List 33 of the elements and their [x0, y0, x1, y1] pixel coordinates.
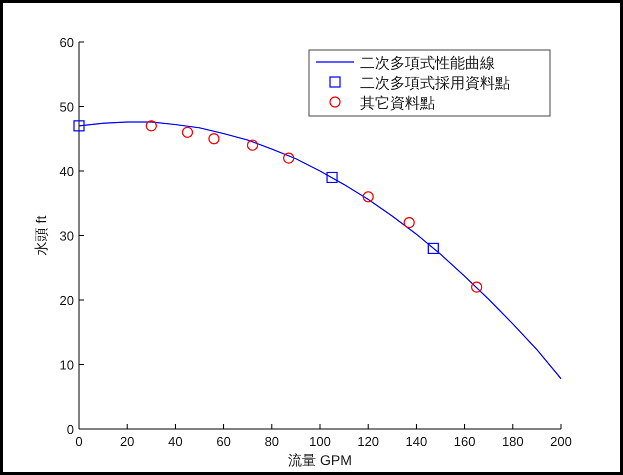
y-tick-label: 60: [60, 35, 74, 50]
x-tick-label: 200: [550, 434, 572, 449]
x-tick-label: 60: [216, 434, 231, 449]
x-tick-label: 40: [168, 434, 183, 449]
x-tick-label: 80: [264, 434, 280, 449]
point: [182, 126, 194, 138]
y-tick-label: 10: [60, 358, 74, 372]
point: [208, 133, 220, 144]
y-tick-label: 20: [60, 293, 74, 308]
y-tick-label: 50: [60, 100, 74, 114]
y-tick-label: 30: [60, 228, 74, 244]
legend-label: 其它資料點: [360, 95, 435, 112]
point: [146, 120, 157, 132]
x-tick-label: 100: [309, 434, 331, 449]
x-tick-label: 180: [502, 434, 524, 449]
point: [326, 172, 338, 184]
x-tick-label: 20: [120, 434, 134, 449]
x-axis-title: 流量 GPM: [288, 452, 352, 468]
x-tick-label: 120: [357, 434, 380, 449]
x-tick-label: 160: [454, 434, 476, 449]
y-tick-label: 40: [60, 164, 74, 179]
legend-label: 二次多項式性能曲線: [360, 55, 495, 72]
point: [404, 217, 415, 228]
point: [362, 191, 374, 202]
point: [246, 140, 258, 151]
legend-label: 二次多項式採用資料點: [360, 75, 510, 92]
point: [471, 282, 482, 293]
y-axis-title: 水頭 ft: [33, 216, 49, 256]
y-tick-label: 0: [66, 422, 74, 437]
point: [283, 152, 294, 164]
point: [73, 120, 85, 132]
point: [428, 242, 439, 254]
x-tick-label: 140: [406, 434, 428, 449]
